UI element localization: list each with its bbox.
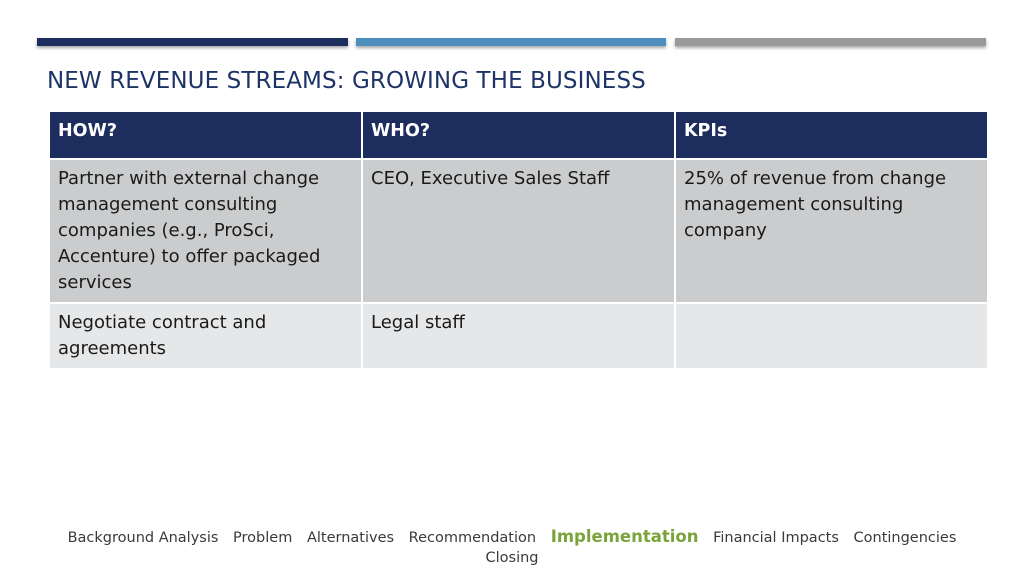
nav-recommendation[interactable]: Recommendation bbox=[408, 530, 537, 546]
nav-contingencies[interactable]: Contingencies bbox=[853, 530, 957, 546]
nav-problem[interactable]: Problem bbox=[233, 530, 293, 546]
nav-alternatives[interactable]: Alternatives bbox=[306, 530, 395, 546]
header-kpis: KPIs bbox=[674, 110, 989, 160]
cell-kpis: 25% of revenue from change management co… bbox=[674, 158, 989, 304]
table-row: Partner with external change management … bbox=[48, 158, 989, 304]
table-header-row: HOW? WHO? KPIs bbox=[48, 110, 989, 160]
cell-who: Legal staff bbox=[361, 302, 676, 370]
accent-bar-blue bbox=[356, 38, 666, 46]
cell-who: CEO, Executive Sales Staff bbox=[361, 158, 676, 304]
cell-how: Negotiate contract and agreements bbox=[48, 302, 363, 370]
slide-title: NEW REVENUE STREAMS: GROWING THE BUSINES… bbox=[47, 68, 646, 94]
cell-kpis bbox=[674, 302, 989, 370]
section-nav-row: Background Analysis Problem Alternatives… bbox=[0, 527, 1024, 548]
header-how: HOW? bbox=[48, 110, 363, 160]
cell-how: Partner with external change management … bbox=[48, 158, 363, 304]
revenue-streams-table: HOW? WHO? KPIs Partner with external cha… bbox=[48, 110, 989, 370]
header-who: WHO? bbox=[361, 110, 676, 160]
table-row: Negotiate contract and agreements Legal … bbox=[48, 302, 989, 370]
nav-financial-impacts[interactable]: Financial Impacts bbox=[713, 530, 839, 546]
accent-bar-gray bbox=[675, 38, 986, 46]
nav-background-analysis[interactable]: Background Analysis bbox=[67, 530, 219, 546]
nav-closing[interactable]: Closing bbox=[485, 550, 539, 566]
section-nav: Background Analysis Problem Alternatives… bbox=[0, 527, 1024, 568]
nav-implementation[interactable]: Implementation bbox=[550, 527, 699, 546]
accent-bar-navy bbox=[37, 38, 348, 46]
